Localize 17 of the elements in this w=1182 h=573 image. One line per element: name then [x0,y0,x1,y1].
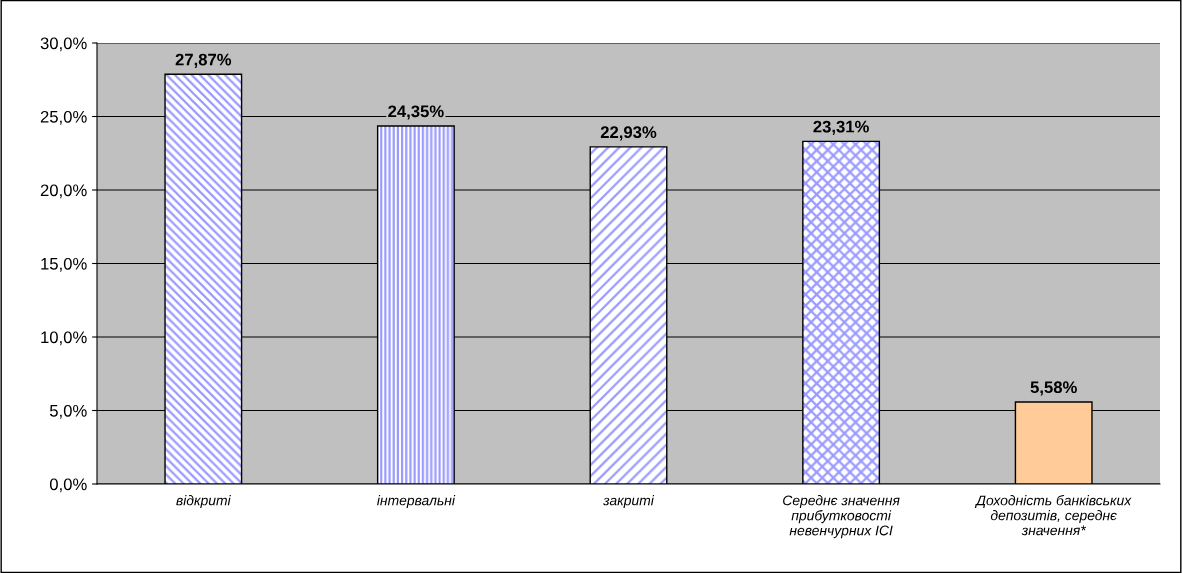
y-tick-label: 25,0% [40,110,87,125]
y-tick-label: 0,0% [49,478,87,493]
x-tick-label: Доходність банківських депозитів, середнє значення* [974,495,1132,536]
data-label: 22,93% [600,126,657,141]
data-label: 24,35% [388,105,444,120]
x-tick-label: закриті [603,495,655,509]
x-tick-label: інтервальні [377,495,456,509]
x-tick-label: відкриті [176,495,231,509]
data-label: 5,58% [1030,381,1077,396]
y-tick-label: 30,0% [40,37,87,52]
data-label: 27,87% [175,53,232,68]
y-tick-label: 20,0% [40,184,87,199]
y-tick-label: 15,0% [41,257,87,272]
x-tick-label: Середнє значення прибутковості невенчурних ІСІ [783,495,900,539]
y-tick-label: 5,0% [49,404,87,419]
y-tick-label: 10,0% [41,331,87,346]
data-label: 23,31% [813,120,869,135]
